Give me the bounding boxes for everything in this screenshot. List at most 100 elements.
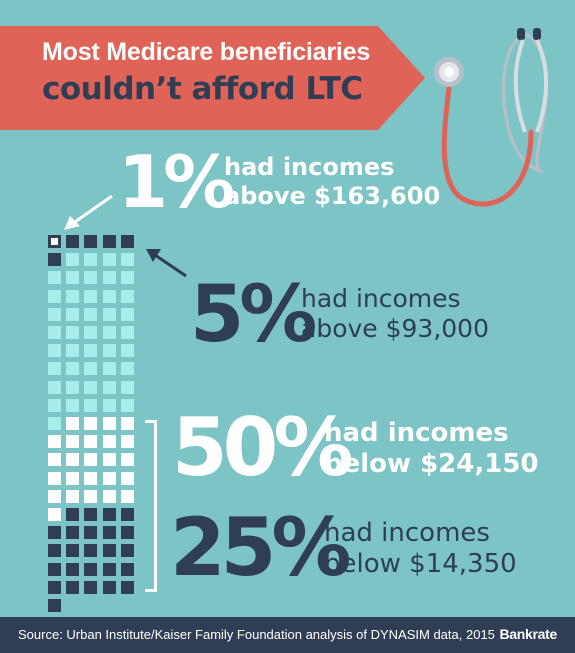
arrow-to-top-5-percent-icon: [146, 249, 187, 278]
waffle-cell: [121, 563, 134, 576]
stat-50-line-2: below $24,150: [324, 449, 539, 480]
stat-25-line-2: below $14,350: [324, 549, 517, 580]
stat-5-description: had incomes above $93,000: [301, 284, 489, 344]
waffle-cell: [121, 253, 134, 266]
waffle-cell: [66, 326, 79, 339]
percent-1: 1%: [118, 140, 235, 224]
waffle-cell: [103, 381, 116, 394]
stat-5-line-2: above $93,000: [301, 314, 489, 343]
arrow-to-top-1-percent-icon: [64, 194, 113, 230]
waffle-cell: [103, 526, 116, 539]
median-bracket: [145, 420, 157, 592]
stat-50-description: had incomes below $24,150: [324, 418, 539, 480]
waffle-cell: [121, 544, 134, 557]
stat-1-description: had incomes above $163,600: [224, 153, 440, 211]
waffle-cell: [66, 271, 79, 284]
waffle-cell: [121, 581, 134, 594]
waffle-cell: [121, 362, 134, 375]
waffle-cell: [66, 526, 79, 539]
title-line-2: couldn’t afford LTC: [42, 71, 363, 107]
waffle-cell: [48, 490, 61, 503]
waffle-cell: [48, 290, 61, 303]
waffle-cell: [121, 344, 134, 357]
brand-logo: Bankrate: [499, 626, 557, 642]
waffle-cell: [84, 490, 97, 503]
waffle-cell: [103, 490, 116, 503]
waffle-cell: [103, 235, 116, 248]
waffle-cell: [48, 253, 61, 266]
stat-50-line-1: had incomes: [324, 418, 509, 448]
waffle-cell: [103, 362, 116, 375]
waffle-cell: [121, 308, 134, 321]
waffle-cell: [103, 453, 116, 466]
waffle-cell: [84, 563, 97, 576]
waffle-cell: [48, 344, 61, 357]
waffle-cell: [103, 435, 116, 448]
waffle-cell: [103, 344, 116, 357]
waffle-cell: [103, 271, 116, 284]
waffle-cell: [48, 417, 61, 430]
waffle-cell: [66, 435, 79, 448]
waffle-cell: [48, 563, 61, 576]
waffle-cell: [84, 435, 97, 448]
waffle-cell: [121, 490, 134, 503]
waffle-cell: [121, 271, 134, 284]
waffle-cell: [121, 472, 134, 485]
waffle-cell: [84, 381, 97, 394]
waffle-cell: [121, 453, 134, 466]
waffle-cell: [103, 563, 116, 576]
percent-5: 5%: [190, 270, 317, 360]
waffle-cell: [84, 308, 97, 321]
waffle-cell: [66, 308, 79, 321]
waffle-cell: [103, 326, 116, 339]
waffle-cell: [48, 472, 61, 485]
waffle-cell: [121, 417, 134, 430]
waffle-cell: [66, 235, 79, 248]
waffle-cell: [48, 526, 61, 539]
waffle-cell: [84, 235, 97, 248]
waffle-cell: [66, 563, 79, 576]
stat-5-line-1: had incomes: [301, 284, 461, 313]
waffle-cell: [121, 290, 134, 303]
waffle-cell: [84, 526, 97, 539]
waffle-cell: [66, 490, 79, 503]
waffle-cell: [66, 290, 79, 303]
waffle-cell: [84, 253, 97, 266]
waffle-cell: [84, 508, 97, 521]
waffle-cell: [103, 290, 116, 303]
waffle-cell: [66, 508, 79, 521]
waffle-cell: [84, 326, 97, 339]
waffle-cell: [84, 544, 97, 557]
waffle-cell: [84, 417, 97, 430]
waffle-cell: [66, 453, 79, 466]
source-note: Source: Urban Institute/Kaiser Family Fo…: [18, 627, 495, 642]
waffle-cell: [121, 381, 134, 394]
waffle-cell: [103, 308, 116, 321]
waffle-cell: [84, 472, 97, 485]
waffle-cell: [84, 344, 97, 357]
waffle-cell: [66, 472, 79, 485]
waffle-cell: [84, 399, 97, 412]
waffle-cell: [84, 453, 97, 466]
waffle-cell: [103, 399, 116, 412]
waffle-cell: [84, 362, 97, 375]
waffle-cell: [121, 526, 134, 539]
title-line-1: Most Medicare beneficiaries: [42, 38, 371, 66]
waffle-cell: [66, 581, 79, 594]
waffle-cell: [48, 544, 61, 557]
waffle-cell: [84, 290, 97, 303]
waffle-cell: [103, 253, 116, 266]
waffle-cell: [48, 362, 61, 375]
waffle-cell: [66, 399, 79, 412]
waffle-cell: [48, 599, 61, 612]
banner-ribbon-shape: [0, 26, 425, 130]
waffle-cell: [48, 326, 61, 339]
waffle-cell: [66, 362, 79, 375]
waffle-cell: [121, 508, 134, 521]
waffle-cell: [103, 472, 116, 485]
waffle-cell: [121, 235, 134, 248]
waffle-cell: [48, 271, 61, 284]
waffle-cell: [121, 326, 134, 339]
stat-25-line-1: had incomes: [324, 518, 490, 548]
